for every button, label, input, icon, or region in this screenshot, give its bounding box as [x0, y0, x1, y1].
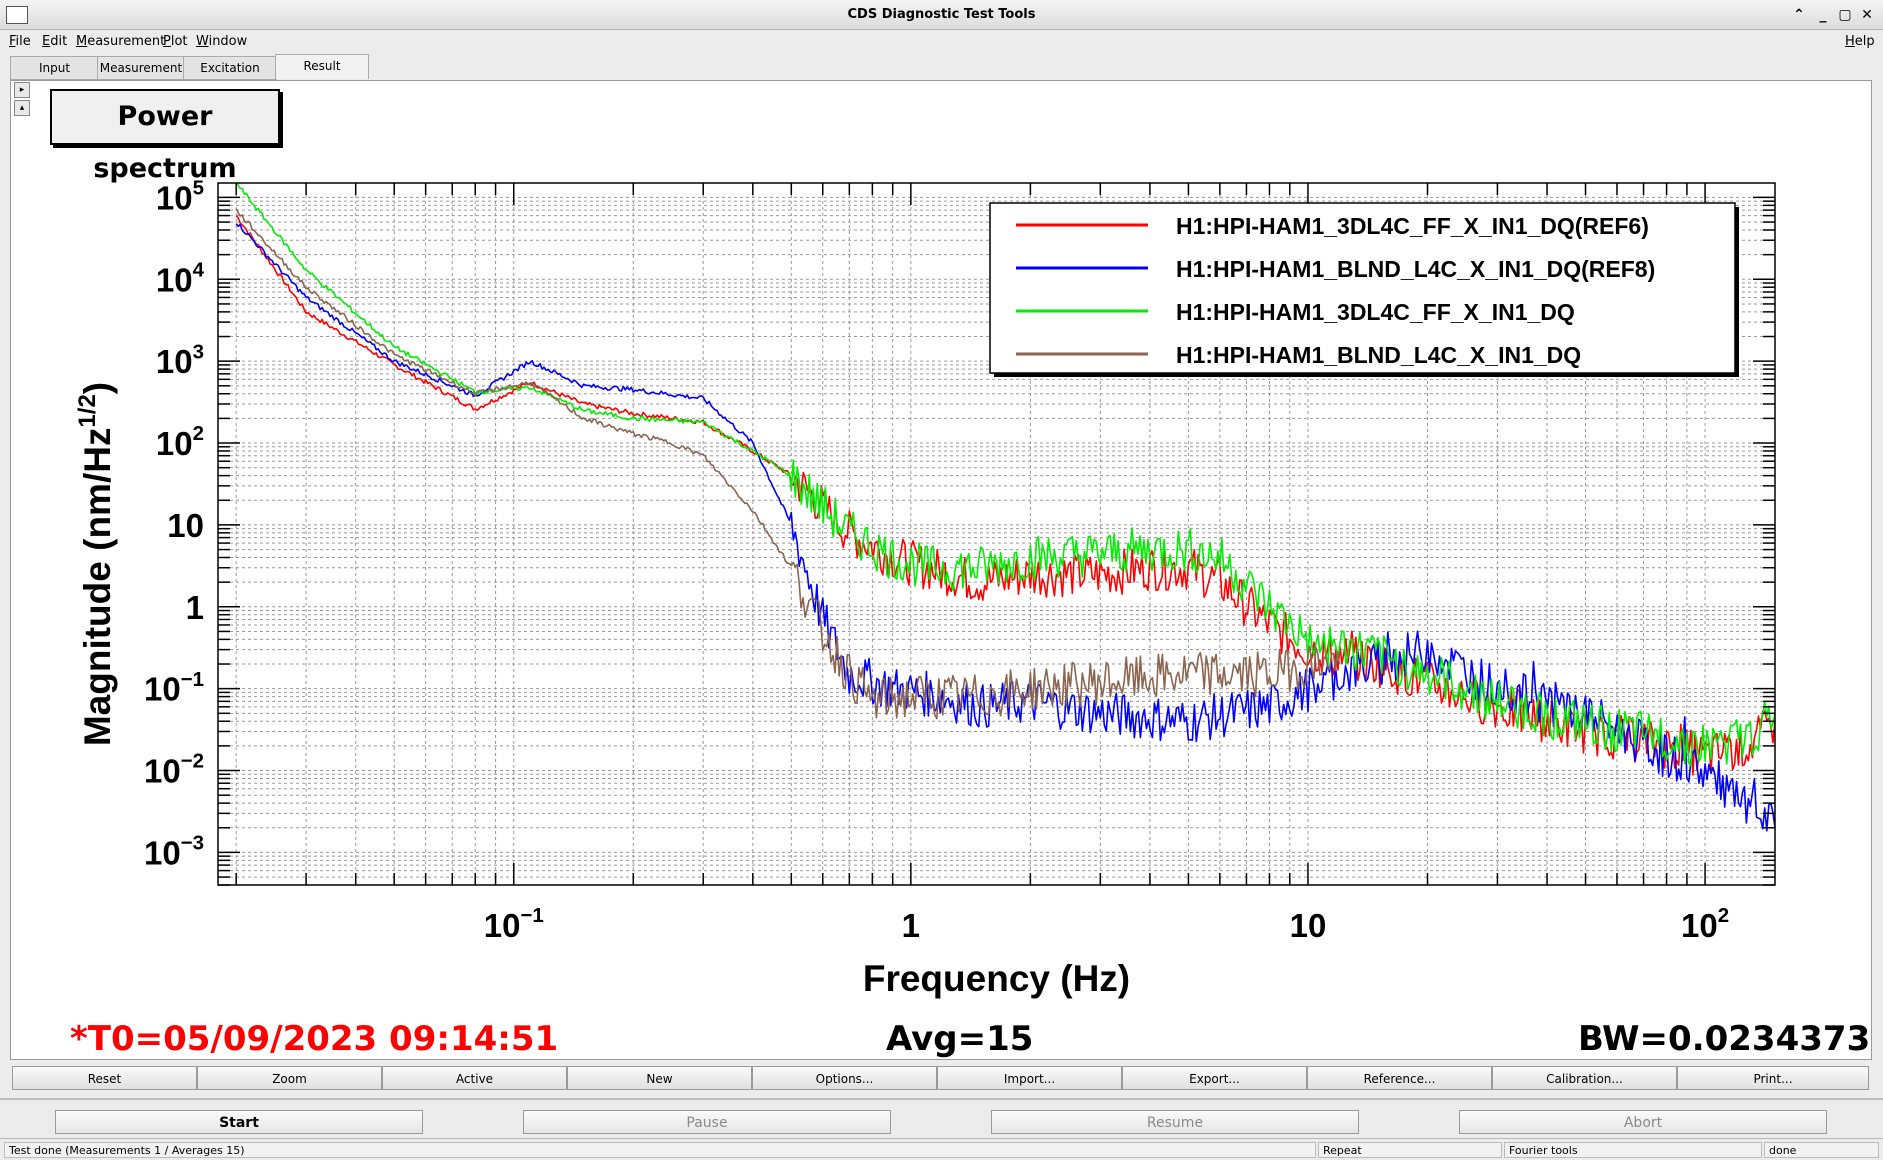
x-tick-label: 1	[902, 907, 920, 944]
x-axis-label: Frequency (Hz)	[863, 958, 1130, 999]
title-bar: CDS Diagnostic Test Tools ⌃ _ ▢ ✕	[0, 0, 1883, 30]
legend-label-4: H1:HPI-HAM1_BLND_L4C_X_IN1_DQ	[1176, 342, 1581, 368]
zoom-button[interactable]: Zoom	[197, 1066, 382, 1090]
status-mode: Repeat	[1318, 1142, 1502, 1158]
app-icon	[6, 6, 28, 24]
minimize-icon[interactable]: _	[1819, 7, 1827, 23]
x-tick-label: 10	[1290, 907, 1327, 944]
avg-label: Avg=15	[886, 1019, 1034, 1059]
resume-button[interactable]: Resume	[991, 1110, 1359, 1134]
legend-label-2: H1:HPI-HAM1_BLND_L4C_X_IN1_DQ(REF8)	[1176, 256, 1655, 282]
tab-excitation[interactable]: Excitation	[183, 56, 277, 80]
y-axis-label: Magnitude (nm/Hz1/2)	[74, 382, 118, 746]
status-bar: Test done (Measurements 1 / Averages 15)…	[0, 1138, 1883, 1160]
import-button[interactable]: Import...	[937, 1066, 1122, 1090]
legend-label-3: H1:HPI-HAM1_3DL4C_FF_X_IN1_DQ	[1176, 299, 1575, 325]
menu-bar: File Edit Measurement Plot Window Help	[0, 30, 1883, 54]
collapse-icon[interactable]: ⌃	[1793, 7, 1805, 23]
plot-series	[235, 182, 1776, 832]
y-tick-label: 1	[186, 589, 204, 626]
menu-help[interactable]: Help	[1845, 34, 1875, 49]
tab-bar: Input Measurement Excitation Result	[0, 54, 1883, 80]
menu-plot[interactable]: Plot	[163, 34, 188, 49]
x-tick-label: 102	[1681, 904, 1729, 944]
y-tick-label: 104	[156, 258, 205, 298]
y-tick-label: 10	[167, 507, 204, 544]
tab-result[interactable]: Result	[275, 54, 369, 79]
scroll-right-icon[interactable]: ▸	[14, 82, 30, 98]
window-title: CDS Diagnostic Test Tools	[847, 7, 1036, 22]
scroll-up-icon[interactable]: ▴	[14, 100, 30, 116]
status-message: Test done (Measurements 1 / Averages 15)	[4, 1142, 1316, 1158]
x-tick-label: 10−1	[484, 904, 544, 944]
t0-label: *T0=05/09/2023 09:14:51	[70, 1019, 559, 1059]
y-tick-label: 10−1	[144, 668, 204, 708]
series-line-2	[235, 223, 1776, 832]
abort-button[interactable]: Abort	[1459, 1110, 1827, 1134]
export-button[interactable]: Export...	[1122, 1066, 1307, 1090]
status-tool: Fourier tools	[1504, 1142, 1762, 1158]
start-button[interactable]: Start	[55, 1110, 423, 1134]
new-button[interactable]: New	[567, 1066, 752, 1090]
status-state: done	[1764, 1142, 1879, 1158]
menu-file[interactable]: File	[9, 34, 31, 49]
plot-button-row: Reset Zoom Active New Options... Import.…	[10, 1062, 1872, 1094]
divider	[0, 1098, 1883, 1100]
close-icon[interactable]: ✕	[1861, 7, 1873, 23]
legend-box	[989, 202, 1736, 374]
plot-title-box: Power spectrum	[50, 89, 280, 184]
series-line-4	[235, 208, 1341, 720]
pause-button[interactable]: Pause	[523, 1110, 891, 1134]
maximize-icon[interactable]: ▢	[1838, 7, 1852, 23]
calibration-button[interactable]: Calibration...	[1492, 1066, 1677, 1090]
menu-measurement[interactable]: Measurement	[76, 34, 166, 49]
y-tick-label: 103	[156, 340, 204, 380]
legend-label-1: H1:HPI-HAM1_3DL4C_FF_X_IN1_DQ(REF6)	[1176, 213, 1649, 239]
plot-frame	[217, 182, 1776, 886]
reference-button[interactable]: Reference...	[1307, 1066, 1492, 1090]
y-tick-label: 102	[156, 422, 204, 462]
active-button[interactable]: Active	[382, 1066, 567, 1090]
bw-label: BW=0.0234373	[1578, 1019, 1871, 1059]
menu-edit[interactable]: Edit	[42, 34, 68, 49]
y-tick-label: 10−3	[144, 832, 204, 872]
y-tick-label: 105	[156, 177, 204, 217]
print-button[interactable]: Print...	[1677, 1066, 1869, 1090]
reset-button[interactable]: Reset	[12, 1066, 197, 1090]
y-tick-label: 10−2	[144, 750, 204, 790]
y-axis-label-text: Magnitude (nm/Hz1/2)	[74, 382, 118, 746]
menu-window[interactable]: Window	[196, 34, 248, 49]
legend: H1:HPI-HAM1_3DL4C_FF_X_IN1_DQ(REF6) H1:HP…	[989, 202, 1739, 377]
tab-measurement[interactable]: Measurement	[97, 56, 185, 80]
options-button[interactable]: Options...	[752, 1066, 937, 1090]
